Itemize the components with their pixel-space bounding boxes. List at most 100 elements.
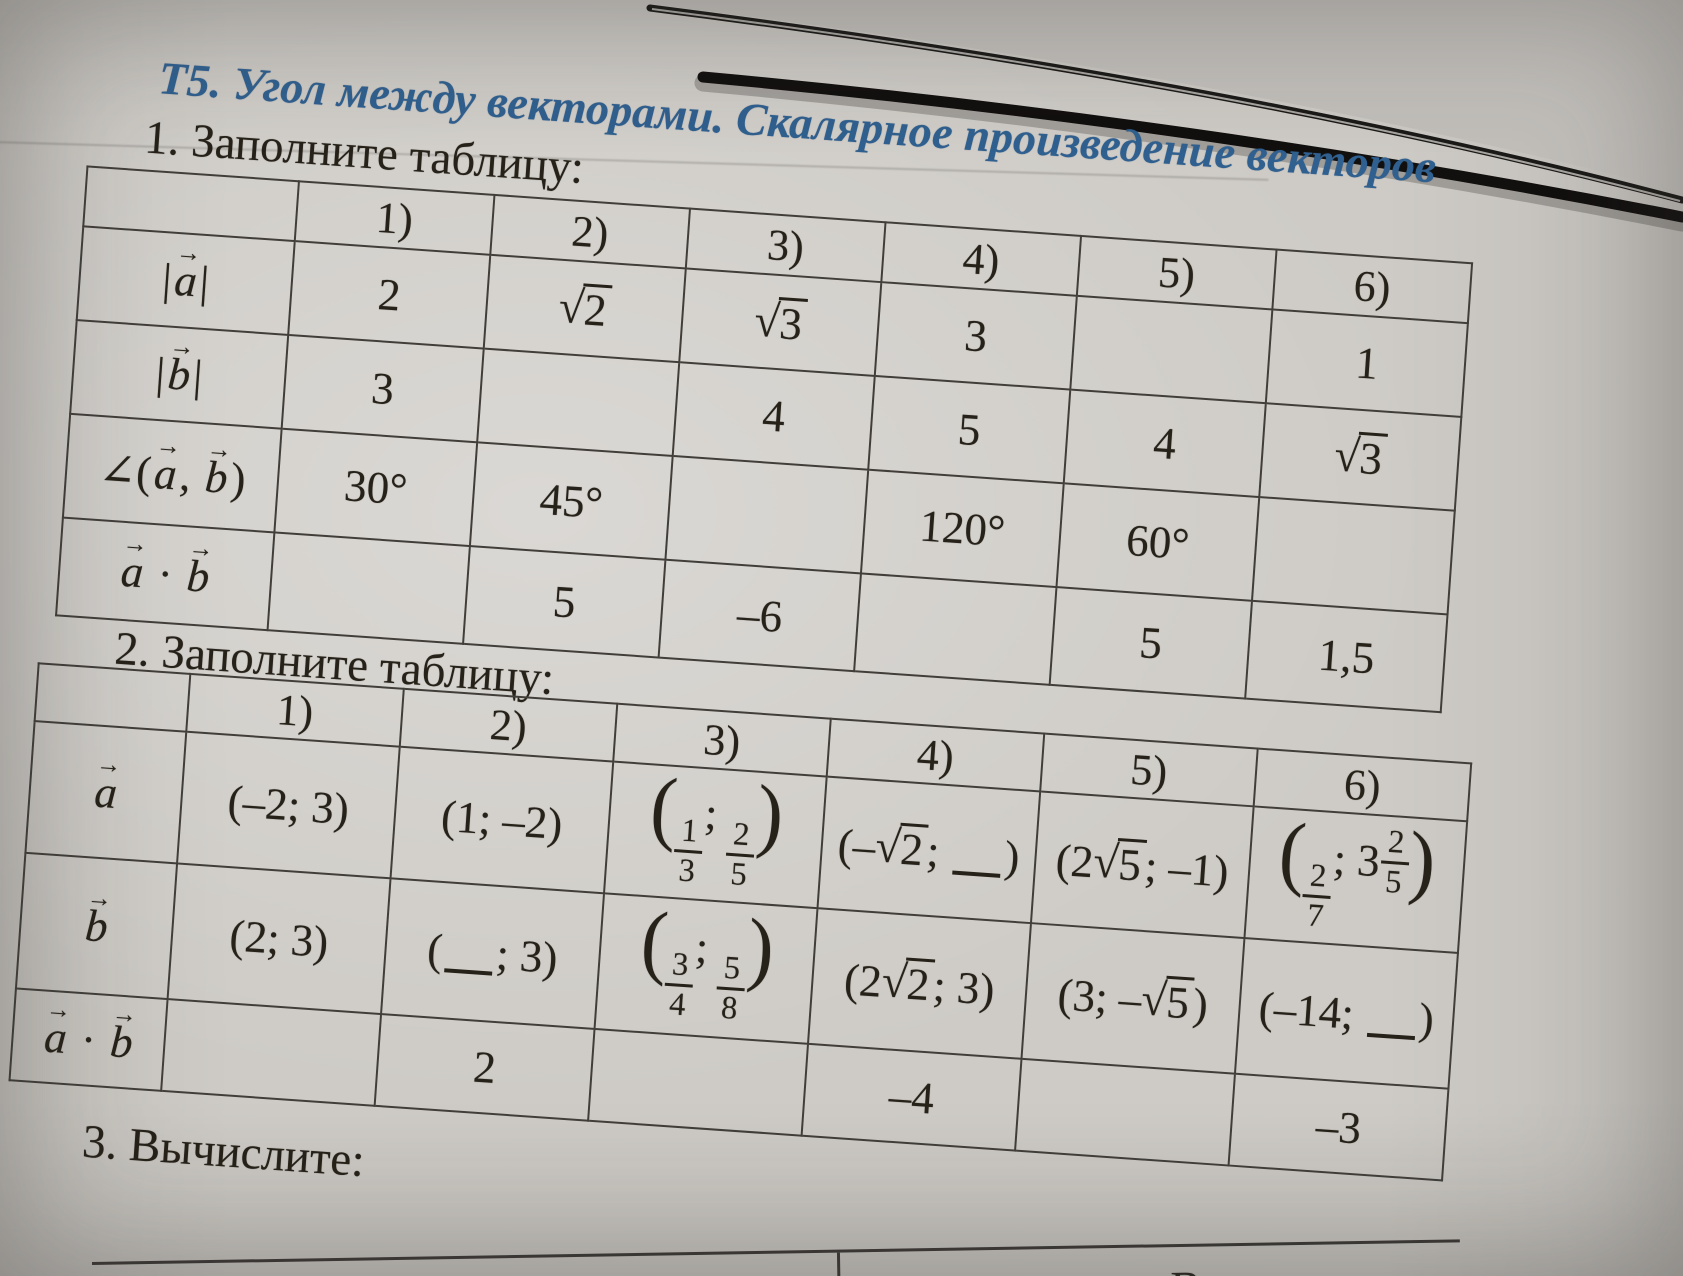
square-root: √2 [557, 280, 613, 336]
vector-symbol: → b [166, 332, 195, 401]
vector-arrow-icon: → [168, 332, 195, 362]
radical-sign: √ [880, 954, 909, 1008]
blank-underscore [1366, 1032, 1415, 1041]
empty-table-cell [1252, 497, 1455, 615]
vector-symbol: → b [108, 1000, 137, 1068]
text: ; –1) [1143, 840, 1231, 897]
text: 120° [917, 500, 1007, 557]
text: 3 [962, 310, 989, 362]
table-cell: 60° [1056, 483, 1260, 601]
vector-symbol: → a [152, 431, 181, 499]
text: 1 [1353, 337, 1380, 389]
square-root: √2 [880, 954, 936, 1010]
table-cell: (2 7; 3 2 5) [1244, 806, 1468, 953]
text: 4 [760, 390, 787, 442]
square-root: √3 [753, 294, 808, 350]
text: –3 [1314, 1100, 1363, 1154]
table-cell: 45° [469, 442, 673, 560]
text: ; 3) [931, 960, 997, 1015]
text: | [198, 256, 211, 308]
row-label: → a [25, 721, 187, 864]
table-1: 1) 2) 3) 4) 5) 6) | → a| 2 √2 √3 3 1 | → b| 3 4 5 4 √3 ∠(→ a, →… [55, 165, 1473, 713]
vector-arrow-icon: → [187, 534, 214, 564]
table-cell: 5 [463, 546, 666, 658]
table-cell: ( ; 3) [381, 878, 605, 1029]
radical-sign: √ [1139, 972, 1169, 1026]
page-corner-shade [650, 0, 1683, 192]
text: (– [836, 819, 878, 872]
row-label: | → a| [76, 226, 295, 335]
row-label: → a · → b [9, 988, 168, 1091]
text: 5 [551, 576, 578, 628]
empty-table-cell [1070, 295, 1273, 404]
vector-arrow-icon: → [121, 530, 148, 559]
table-cell: (2√2; 3) [808, 908, 1031, 1059]
vector-arrow-icon: → [45, 995, 71, 1025]
table-cell: (3 4; 5 8) [594, 893, 818, 1044]
big-paren: ) [744, 902, 777, 996]
text: ∠( [97, 443, 154, 498]
vector-arrow-icon: → [175, 239, 201, 268]
row-label: ∠(→ a, → b) [62, 413, 282, 533]
text: ) [1417, 993, 1436, 1045]
row-label: → a · → b [56, 517, 275, 631]
vector-symbol: → a [92, 750, 121, 818]
table-cell: 5 [868, 375, 1071, 484]
text: 5 [1137, 617, 1164, 669]
empty-table-cell [1015, 1058, 1235, 1166]
vector-arrow-icon: → [155, 431, 181, 461]
empty-table-cell [588, 1028, 809, 1136]
big-paren: ) [1405, 815, 1439, 909]
table-cell: –6 [658, 559, 861, 672]
empty-table-cell [161, 999, 382, 1106]
table-cell: 1 [1265, 309, 1468, 417]
vector-arrow-icon: → [95, 750, 121, 780]
vector-symbol: → a [119, 530, 148, 598]
table-cell: (1; –2) [390, 746, 614, 894]
vector-arrow-icon: → [206, 435, 232, 464]
text: ; [693, 922, 722, 974]
table-cell: (–√2; ) [817, 776, 1041, 924]
empty-table-cell [477, 348, 680, 456]
big-paren: ( [638, 895, 671, 988]
row-label: → b [15, 852, 178, 1000]
table2-container: 1) 2) 3) 4) 5) 6) → a (–2; 3) (1; –2)(1 3; 2 5) (–√2… [8, 662, 1472, 1181]
table-cell: (3; –√5) [1021, 923, 1245, 1074]
big-paren: ( [1276, 806, 1309, 900]
text: (1; –2) [439, 790, 565, 850]
big-paren: ( [647, 761, 681, 855]
table-cell: 4 [1063, 389, 1266, 498]
table-cell: √2 [483, 254, 686, 363]
table-cell: 4 [672, 362, 875, 470]
table-cell: 120° [860, 469, 1064, 588]
table-cell: 1,5 [1245, 600, 1448, 713]
text: 1,5 [1316, 629, 1377, 684]
vector-symbol: → a [172, 239, 201, 307]
text: ( [425, 924, 445, 976]
table-cell: (2√5; –1) [1030, 791, 1254, 939]
text: 3 [369, 362, 396, 415]
table-cell: (–14; ) [1234, 938, 1458, 1089]
text: 4 [1151, 417, 1178, 470]
text: ; 3) [494, 928, 560, 984]
edge-stripe-shadow [694, 74, 1683, 232]
text: ; [1331, 833, 1360, 886]
text: ) [1191, 978, 1210, 1030]
table-cell: 3 [281, 334, 484, 443]
text: 2 [471, 1041, 498, 1094]
square-root: √3 [1333, 429, 1388, 485]
text: (2 [842, 953, 884, 1007]
row-label: | → b| [70, 320, 289, 429]
empty-table-cell [665, 455, 869, 574]
square-root: √5 [1140, 973, 1195, 1029]
text: –4 [887, 1070, 936, 1124]
table-cell: –4 [801, 1043, 1022, 1151]
book-edge-stripes [646, 0, 1683, 232]
radical-sign: √ [1332, 428, 1362, 482]
table-cell: 30° [274, 428, 478, 547]
